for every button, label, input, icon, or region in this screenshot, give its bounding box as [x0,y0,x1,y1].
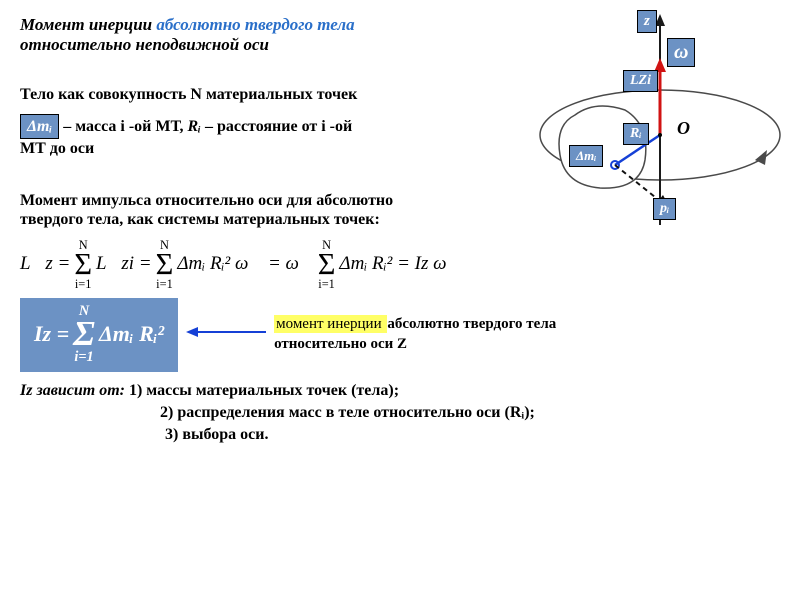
f-t1: L⃗zi = [96,253,152,275]
t2c: – расстояние от i -ой [201,118,352,135]
dep-1: 1) массы материальных точек (тела); [129,382,399,399]
def-l2: относительно оси Z [274,335,556,355]
sigma-icon: Σ [74,249,92,279]
sigma-icon: Σ [156,249,174,279]
sum2: N Σ i=1 [156,239,174,290]
boxed-formula-row: Iz = N Σ i=1 Δmᵢ Rᵢ² момент инерции абсо… [20,298,780,372]
def-yellow: момент инерции [274,315,387,333]
f-lhs: L⃗z = [20,253,70,275]
def-l1b: абсолютно твердого тела [387,316,556,332]
t2a: – масса i -ой МТ, [59,118,187,135]
sigma-icon: Σ [318,249,336,279]
label-pi: pᵢ [653,198,676,220]
rigid-body-diagram: z ω LZi Rᵢ Δmᵢ pᵢ O [505,10,785,240]
dep-head: Iz зависит от: [20,382,125,399]
origin-point [658,133,662,137]
arrow-left-icon [186,324,266,345]
mass-box: Δmᵢ [20,114,59,139]
f-t2: Δmᵢ Rᵢ² ω⃗ = ω⃗ [177,253,313,275]
label-ri: Rᵢ [623,123,649,145]
moment-definition: момент инерции абсолютно твердого тела о… [274,315,556,354]
dep-3: 3) выбора оси. [165,426,780,444]
bf-sum: N Σ i=1 [73,304,95,364]
sigma-icon: Σ [73,316,95,351]
dep-2: 2) распределения масс в теле относительн… [160,404,780,422]
iz-formula-box: Iz = N Σ i=1 Δmᵢ Rᵢ² [20,298,178,372]
label-dmi: Δmᵢ [569,145,603,167]
main-formula: L⃗z = N Σ i=1 L⃗zi = N Σ i=1 Δmᵢ Rᵢ² ω⃗ … [20,239,780,290]
title-part1: Момент инерции [20,15,156,34]
sum1: N Σ i=1 [74,239,92,290]
label-z: z [637,10,657,33]
label-lzi: LZi [623,70,658,92]
label-o: O [677,118,690,139]
title-highlight: абсолютно твердого тела [156,15,354,34]
orbit-arrow-icon [755,150,767,165]
bf-lhs: Iz = [34,321,69,347]
label-omega: ω [667,38,695,67]
sum3: N Σ i=1 [318,239,336,290]
t2b: Rᵢ [188,118,201,135]
depends-block: Iz зависит от: 1) массы материальных точ… [20,382,780,444]
bf-rhs: Δmᵢ Rᵢ² [99,321,164,347]
f-t3: Δmᵢ Rᵢ² = Iz ω⃗ [339,253,461,275]
